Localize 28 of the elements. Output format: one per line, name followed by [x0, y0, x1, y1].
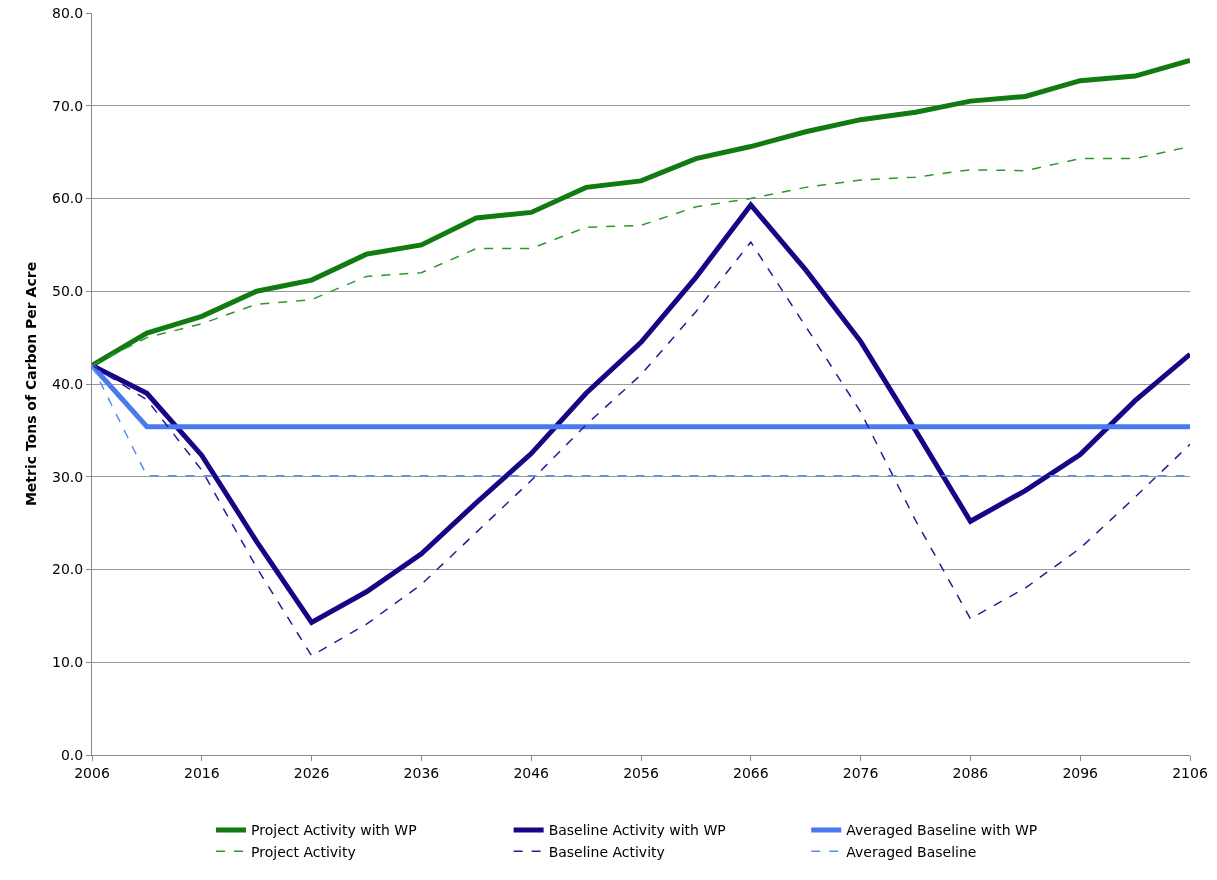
- x-tick-label: 2026: [293, 764, 330, 781]
- y-tick-label: 40.0: [52, 375, 84, 392]
- y-tick-label: 10.0: [52, 654, 84, 671]
- x-tick-label: 2036: [403, 764, 440, 781]
- y-tick-label: 60.0: [52, 190, 84, 207]
- x-tick-label: 2006: [74, 764, 110, 781]
- x-tick-label: 2046: [513, 764, 550, 781]
- y-axis-title: Metric Tons of Carbon Per Acre: [22, 261, 39, 507]
- x-tick-label: 2066: [732, 764, 769, 781]
- x-tick-label: 2096: [1062, 764, 1099, 781]
- y-tick-label: 70.0: [52, 97, 84, 114]
- y-tick-label: 0.0: [60, 746, 84, 763]
- x-tick-label: 2056: [623, 764, 659, 781]
- y-tick-label: 20.0: [52, 561, 84, 578]
- legend-label: Project Activity with WP: [251, 822, 417, 839]
- legend-label: Baseline Activity: [548, 843, 665, 860]
- y-tick-label: 50.0: [52, 283, 84, 300]
- line-series: [92, 241, 1190, 657]
- x-tick-label: 2086: [952, 764, 989, 781]
- legend-label: Baseline Activity with WP: [548, 822, 726, 839]
- x-tick-label: 2076: [842, 764, 879, 781]
- x-tick-label: 2106: [1172, 764, 1208, 781]
- y-tick-label: 80.0: [52, 4, 84, 21]
- y-tick-label: 30.0: [52, 468, 84, 485]
- x-tick-label: 2016: [183, 764, 220, 781]
- legend-label: Project Activity: [251, 843, 356, 860]
- legend-label: Averaged Baseline: [846, 843, 977, 860]
- legend-label: Averaged Baseline with WP: [846, 822, 1038, 839]
